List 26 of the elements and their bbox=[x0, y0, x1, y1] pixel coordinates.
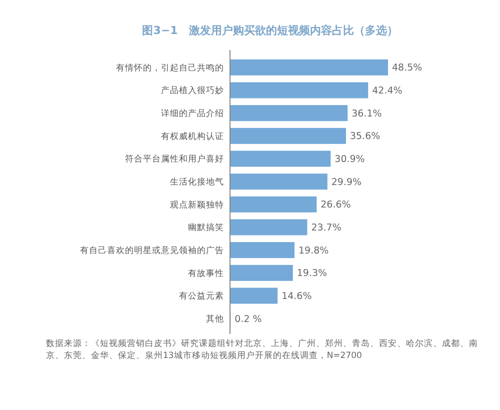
data-label: 19.8% bbox=[298, 245, 329, 256]
y-tick-label: 符合平台属性和用户喜好 bbox=[125, 154, 224, 165]
y-tick-label: 有自己喜欢的明星或意见领袖的广告 bbox=[80, 245, 224, 256]
y-tick-label: 有权威机构认证 bbox=[161, 130, 224, 142]
data-label: 35.6% bbox=[350, 131, 380, 142]
data-label: 48.5% bbox=[392, 62, 422, 74]
y-tick-label: 产品植入很巧妙 bbox=[161, 85, 224, 96]
y-tick-label: 其他 bbox=[206, 314, 224, 325]
y-tick-label: 观点新颖独特 bbox=[170, 199, 224, 210]
y-tick-label: 幽默搞笑 bbox=[188, 222, 224, 234]
source-note: 数据来源：《短视频营销白皮书》研究课题组针对北京、上海、广州、郑州、青岛、西安、哈尔滨、成都、南京、东莞、金华、保定、泉州13城市移动短视频用户开展的在线调查，N=2700 bbox=[46, 338, 478, 361]
y-tick-label: 有故事性 bbox=[188, 268, 224, 279]
y-tick-label: 有情怀的，引起自己共鸣的 bbox=[116, 62, 224, 74]
data-label: 0.2 % bbox=[234, 314, 262, 325]
data-label: 36.1% bbox=[352, 108, 382, 120]
data-label: 23.7% bbox=[311, 222, 342, 234]
data-label: 29.9% bbox=[331, 176, 362, 188]
data-label: 14.6% bbox=[282, 291, 312, 302]
data-label: 30.9% bbox=[334, 154, 365, 166]
y-tick-label: 生活化接地气 bbox=[170, 176, 224, 188]
data-label: 19.3% bbox=[296, 268, 328, 280]
data-label: 42.4% bbox=[372, 86, 402, 97]
chart-title: 图3−1 激发用户购买欲的短视频内容占比（多选） bbox=[142, 24, 398, 37]
data-label: 26.6% bbox=[320, 200, 351, 211]
y-tick-label: 详细的产品介绍 bbox=[161, 108, 224, 120]
y-tick-label: 有公益元素 bbox=[179, 290, 224, 302]
